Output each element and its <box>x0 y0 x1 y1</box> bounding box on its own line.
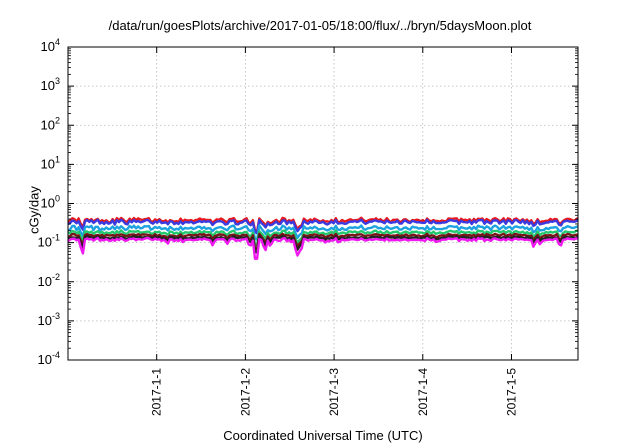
series-line-4 <box>67 229 579 247</box>
grid <box>68 47 578 360</box>
x-axis-label: Coordinated Universal Time (UTC) <box>223 428 423 443</box>
chart-title: /data/run/goesPlots/archive/2017-01-05/1… <box>108 18 532 33</box>
x-tick-label: 2017-1-2 <box>238 368 252 416</box>
series-line-1 <box>67 216 579 233</box>
x-tick-label: 2017-1-5 <box>504 368 518 416</box>
x-tick-label: 2017-1-3 <box>327 368 341 416</box>
series-line-5 <box>67 232 579 250</box>
plot-frame <box>67 46 579 361</box>
y-tick-label: 104 <box>41 37 60 54</box>
series-line-7 <box>67 236 579 260</box>
x-tick-label: 2017-1-1 <box>150 368 164 416</box>
series-lines <box>67 216 579 260</box>
y-tick-label: 103 <box>41 76 60 93</box>
y-tick-label: 10-4 <box>38 350 60 367</box>
x-tick-label: 2017-1-4 <box>416 368 430 416</box>
series-line-3 <box>67 224 579 241</box>
y-tick-label: 10-1 <box>38 233 60 250</box>
y-tick-label: 101 <box>41 154 60 171</box>
series-line-2 <box>67 218 579 235</box>
y-tick-label: 102 <box>41 115 60 132</box>
y-tick-label: 10-2 <box>38 272 60 289</box>
y-tick-label: 10-3 <box>38 311 60 328</box>
axis-ticks: 104 103 102 101 100 10-1 10-2 10-3 10-4 2017-1-1 2… <box>38 37 578 416</box>
y-tick-label: 100 <box>41 194 60 211</box>
